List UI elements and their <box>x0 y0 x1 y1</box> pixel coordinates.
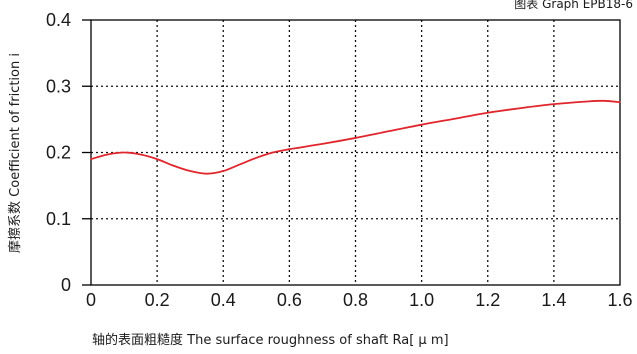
x-tick-label: 0.4 <box>211 290 236 310</box>
series-line-0 <box>90 99 621 175</box>
y-tick-label: 0 <box>61 275 71 295</box>
x-tick-label: 1.4 <box>541 290 566 310</box>
chart-title: 图表 Graph EPB18-6 <box>514 0 633 11</box>
y-tick-labels: 0 0.1 0.2 0.3 0.4 <box>46 10 91 295</box>
x-tick-label: 1.2 <box>475 290 500 310</box>
x-tick-label: 0.8 <box>343 290 368 310</box>
y-tick-label: 0.1 <box>46 209 71 229</box>
x-tick-label: 1.6 <box>607 290 632 310</box>
series-layer <box>90 99 621 175</box>
y-tick-label: 0.3 <box>46 76 71 96</box>
y-tick-label: 0.4 <box>46 10 71 30</box>
grid-lines <box>91 20 620 285</box>
x-tick-label: 0 <box>86 290 96 310</box>
x-axis-label: 轴的表面粗糙度 The surface roughness of shaft R… <box>92 332 449 348</box>
x-tick-label: 0.2 <box>145 290 170 310</box>
y-axis-label: 摩擦系数 Coefficient of friction i <box>7 53 23 253</box>
y-tick-label: 0.2 <box>46 143 71 163</box>
x-tick-labels: 0 0.2 0.4 0.6 0.8 1.0 1.2 1.4 1.6 <box>86 290 633 310</box>
x-tick-label: 1.0 <box>409 290 434 310</box>
x-tick-label: 0.6 <box>277 290 302 310</box>
